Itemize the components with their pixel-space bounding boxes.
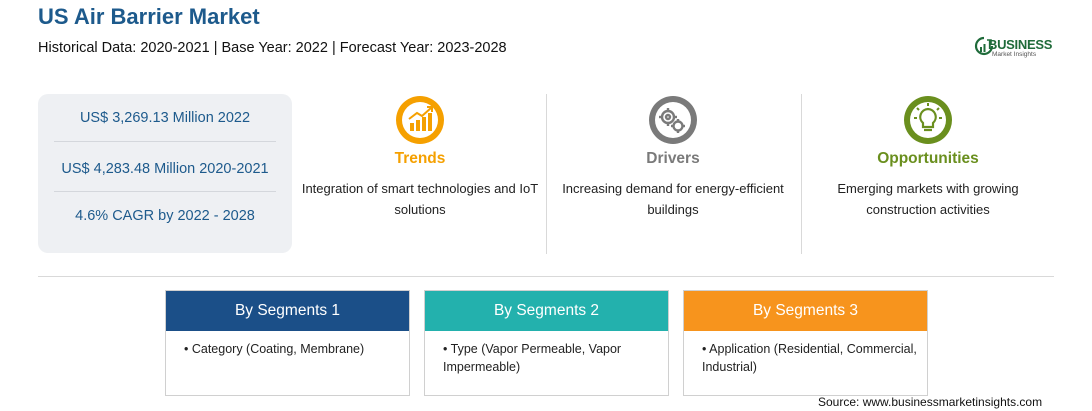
segment-3-item: • Application (Residential, Commercial, … bbox=[702, 342, 917, 374]
segment-2-item: • Type (Vapor Permeable, Vapor Impermeab… bbox=[443, 342, 622, 374]
logo-tagline: Market Insights bbox=[992, 51, 1037, 58]
lightbulb-icon bbox=[904, 96, 952, 144]
drivers-column: Drivers Increasing demand for energy-eff… bbox=[548, 94, 798, 254]
trend-chart-icon bbox=[396, 96, 444, 144]
segment-card-3: By Segments 3 • Application (Residential… bbox=[683, 290, 928, 396]
source-note: Source: www.businessmarketinsights.com bbox=[818, 395, 1043, 409]
trends-column: Trends Integration of smart technologies… bbox=[295, 94, 545, 254]
stat-historical-value: US$ 4,283.48 Million 2020-2021 bbox=[61, 161, 269, 177]
logo-wordmark: BUSINESS bbox=[988, 37, 1053, 52]
stat-divider bbox=[54, 141, 276, 142]
opportunities-description: Emerging markets with growing constructi… bbox=[837, 181, 1019, 217]
segment-3-header: By Segments 3 bbox=[684, 291, 927, 331]
section-divider bbox=[38, 276, 1054, 277]
column-divider bbox=[801, 94, 802, 254]
page-title: US Air Barrier Market bbox=[38, 4, 260, 29]
segment-1-header: By Segments 1 bbox=[166, 291, 409, 331]
trends-description: Integration of smart technologies and Io… bbox=[301, 181, 539, 217]
gears-icon bbox=[649, 96, 697, 144]
drivers-description: Increasing demand for energy-efficient b… bbox=[562, 181, 784, 217]
market-stats-panel: US$ 3,269.13 Million 2022 US$ 4,283.48 M… bbox=[38, 94, 292, 253]
stat-market-size-2022: US$ 3,269.13 Million 2022 bbox=[79, 110, 251, 126]
business-market-insights-logo: BUSINESS Market Insights bbox=[974, 36, 1064, 60]
column-divider bbox=[546, 94, 547, 254]
drivers-title: Drivers bbox=[646, 150, 700, 167]
segment-1-item: • Category (Coating, Membrane) bbox=[184, 342, 365, 356]
opportunities-column: Opportunities Emerging markets with grow… bbox=[803, 94, 1053, 254]
logo-globe-icon bbox=[974, 36, 994, 56]
segment-card-2: By Segments 2 • Type (Vapor Permeable, V… bbox=[424, 290, 669, 396]
page-subtitle: Historical Data: 2020-2021 | Base Year: … bbox=[38, 40, 507, 56]
opportunities-title: Opportunities bbox=[877, 150, 979, 167]
stat-divider bbox=[54, 191, 276, 192]
segment-card-1: By Segments 1 • Category (Coating, Membr… bbox=[165, 290, 410, 396]
segment-2-header: By Segments 2 bbox=[425, 291, 668, 331]
trends-title: Trends bbox=[394, 150, 446, 167]
stat-cagr: 4.6% CAGR by 2022 - 2028 bbox=[75, 208, 255, 224]
